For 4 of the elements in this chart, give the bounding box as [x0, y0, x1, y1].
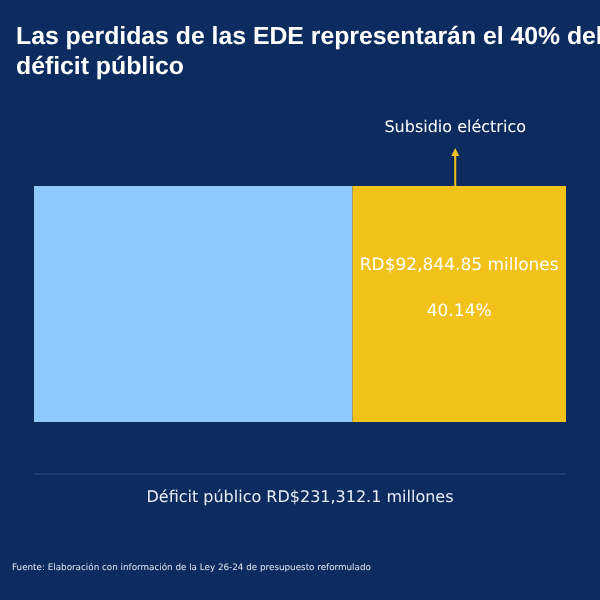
annotation: 40.14%	[426, 302, 492, 322]
data-label: RD$92,844.85 millones	[359, 256, 560, 276]
text: Subsidio eléctrico	[384, 118, 527, 136]
x-axis-title: Déficit público RD$231,312.1 millones	[146, 488, 454, 506]
